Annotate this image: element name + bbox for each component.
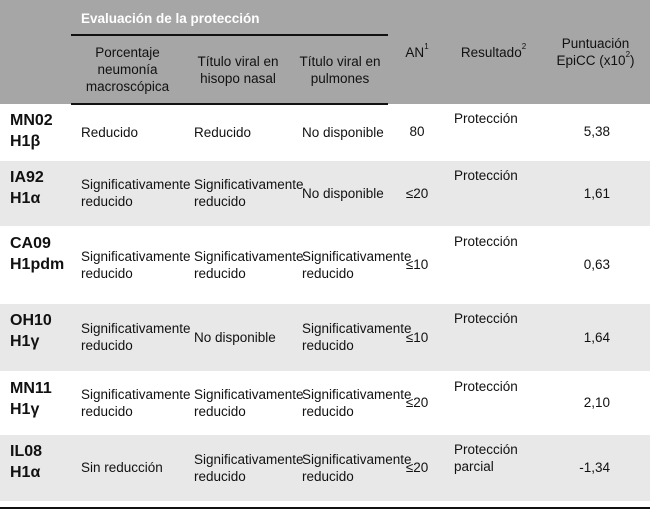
- header-nasal: Título viral en hisopo nasal: [184, 36, 292, 105]
- cell-lungs: Significativamente reducido: [292, 434, 412, 502]
- cell-nasal: No disponible: [184, 303, 292, 372]
- cell-virus: MN02 H1β: [0, 104, 71, 161]
- cell-lungs: Significativamente reducido: [292, 371, 412, 435]
- cell-pneumonia: Reducido: [71, 104, 184, 161]
- cell-virus: IA92 H1α: [0, 160, 71, 227]
- cell-pneumonia: Sin reducción: [71, 434, 184, 502]
- header-result: Resultado2: [446, 0, 542, 104]
- cell-virus: CA09 H1pdm: [0, 226, 71, 304]
- cell-an: 80: [388, 104, 447, 161]
- header-sub-row: Porcentaje neumonía macroscópica Título …: [0, 36, 650, 105]
- header-group-protection: Evaluación de la protección: [71, 0, 389, 36]
- cell-virus: MN11 H1γ: [0, 371, 71, 435]
- cell-an: ≤10: [388, 226, 447, 304]
- cell-result: Protección: [446, 371, 542, 435]
- cell-pneumonia: Significativamente reducido: [71, 160, 191, 227]
- cell-result: Protección: [446, 303, 542, 372]
- cell-an: ≤10: [388, 303, 447, 372]
- header-an: AN1: [388, 0, 447, 104]
- table-row: IL08 H1α Sin reducción Significativament…: [0, 434, 650, 502]
- cell-lungs: Significativamente reducido: [292, 303, 412, 372]
- cell-an: ≤20: [388, 160, 447, 227]
- header-pneumonia: Porcentaje neumonía macroscópica: [71, 36, 184, 105]
- cell-result: Protección: [446, 226, 542, 304]
- cell-nasal: Significativamente reducido: [184, 434, 304, 502]
- cell-pneumonia: Significativamente reducido: [71, 303, 191, 372]
- table-bottom-rule: [0, 507, 650, 509]
- cell-pneumonia: Significativamente reducido: [71, 226, 191, 304]
- cell-result: Protección: [446, 104, 542, 161]
- header-lungs: Título viral en pulmones: [292, 36, 389, 105]
- cell-score: 2,10: [541, 371, 650, 435]
- cell-nasal: Significativamente reducido: [184, 160, 304, 227]
- table-row: CA09 H1pdm Significativamente reducido S…: [0, 226, 650, 304]
- cell-virus: IL08 H1α: [0, 434, 71, 502]
- cell-result: Protección: [446, 160, 542, 227]
- cell-virus: OH10 H1γ: [0, 303, 71, 372]
- cell-pneumonia: Significativamente reducido: [71, 371, 191, 435]
- table-row: MN11 H1γ Significativamente reducido Sig…: [0, 371, 650, 435]
- cell-lungs: Significativamente reducido: [292, 226, 412, 304]
- cell-score: 5,38: [541, 104, 650, 161]
- cell-lungs: No disponible: [292, 160, 389, 227]
- cell-an: ≤20: [388, 371, 447, 435]
- table-row: MN02 H1β Reducido Reducido No disponible…: [0, 104, 650, 161]
- cell-score: 1,61: [541, 160, 650, 227]
- cell-nasal: Significativamente reducido: [184, 226, 304, 304]
- cell-nasal: Significativamente reducido: [184, 371, 304, 435]
- header-score: Puntuación EpiCC (x102): [541, 0, 650, 104]
- cell-nasal: Reducido: [184, 104, 292, 161]
- cell-score: 0,63: [541, 226, 650, 304]
- cell-score: 1,64: [541, 303, 650, 372]
- table-row: IA92 H1α Significativamente reducido Sig…: [0, 160, 650, 227]
- cell-result: Protección parcial: [446, 434, 542, 502]
- cell-lungs: No disponible: [292, 104, 389, 161]
- header-group-row: Evaluación de la protección AN1 Resultad…: [0, 0, 650, 104]
- table-row: OH10 H1γ Significativamente reducido No …: [0, 303, 650, 372]
- cell-an: ≤20: [388, 434, 447, 502]
- cell-score: -1,34: [541, 434, 650, 502]
- header-virus-blank: [0, 0, 71, 104]
